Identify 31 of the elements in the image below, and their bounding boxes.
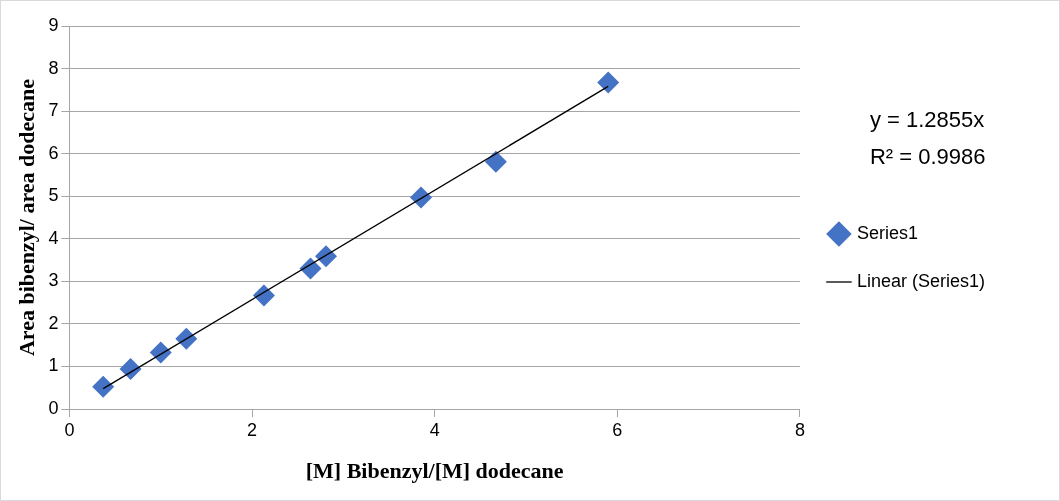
- y-tick-label: 3: [48, 270, 59, 291]
- text: R² = 0.9986: [869, 144, 986, 170]
- point: [597, 71, 620, 94]
- point: [484, 150, 507, 173]
- x-tick-label: 8: [794, 419, 805, 440]
- legend-label: Linear (Series1): [856, 270, 986, 291]
- point: [119, 358, 142, 380]
- point: [299, 257, 322, 280]
- y-tick-label: 2: [48, 312, 59, 333]
- y-axis-title: Area bibenzyl/ area dodecane: [13, 78, 39, 357]
- y-tick-label: 9: [48, 14, 59, 35]
- y-tick-label: 1: [48, 355, 59, 376]
- point: [149, 341, 172, 364]
- y-tick-label: 4: [48, 227, 59, 248]
- point: [409, 186, 432, 209]
- point: [252, 284, 275, 307]
- y-tick-label: 7: [48, 100, 59, 121]
- point: [92, 375, 115, 398]
- legend-label: Series1: [856, 222, 918, 243]
- x-tick-label: 4: [429, 419, 440, 440]
- x-axis-title: [M] Bibenzyl/[M] dodecane: [305, 458, 564, 484]
- point: [175, 327, 198, 350]
- x-tick-label: 0: [64, 419, 75, 440]
- x-tick-label: 2: [247, 419, 258, 440]
- text: y = 1.2855x: [869, 107, 985, 133]
- x-tick-label: 6: [612, 419, 623, 440]
- y-tick-label: 6: [48, 142, 59, 163]
- point: [315, 245, 338, 268]
- y-tick-label: 5: [48, 185, 59, 206]
- y-tick-label: 8: [48, 57, 59, 78]
- y-tick-label: 0: [48, 397, 59, 418]
